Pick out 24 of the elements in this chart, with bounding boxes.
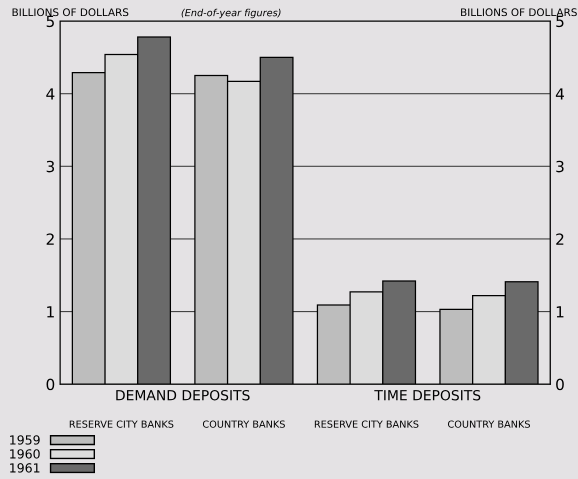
x-tick-label: RESERVE CITY BANKS bbox=[70, 420, 174, 428]
legend-label: 1960 bbox=[10, 449, 40, 459]
legend-label: 1959 bbox=[10, 435, 40, 445]
y2-axis-title: BILLIONS OF DOLLARS bbox=[461, 8, 577, 16]
x-tick-label: RESERVE CITY BANKS bbox=[314, 420, 418, 428]
y2-tick-label: 4 bbox=[556, 88, 564, 100]
y2-tick-label: 1 bbox=[556, 306, 564, 318]
y-tick-label: 3 bbox=[46, 160, 54, 172]
legend-label: 1961 bbox=[10, 463, 40, 473]
x-tick-label: COUNTRY BANKS bbox=[202, 420, 285, 428]
text: TIME DEPOSITS bbox=[374, 390, 480, 400]
y-tick-label: 2 bbox=[46, 233, 54, 245]
chart-subtitle: (End-of-year figures) bbox=[182, 8, 280, 18]
y2-tick-label: 3 bbox=[556, 160, 564, 172]
y2-tick-label: 2 bbox=[556, 233, 564, 245]
y-axis-title: BILLIONS OF DOLLARS bbox=[12, 8, 128, 16]
y2-tick-label: 5 bbox=[556, 16, 564, 28]
text: DEMAND DEPOSITS bbox=[116, 390, 250, 400]
x-tick-label: COUNTRY BANKS bbox=[448, 420, 530, 428]
y-tick-label: 0 bbox=[46, 378, 54, 390]
y-tick-label: 1 bbox=[47, 306, 54, 318]
y-tick-label: 5 bbox=[46, 16, 54, 28]
y2-tick-label: 0 bbox=[556, 378, 564, 390]
y-tick-label: 4 bbox=[46, 88, 54, 100]
